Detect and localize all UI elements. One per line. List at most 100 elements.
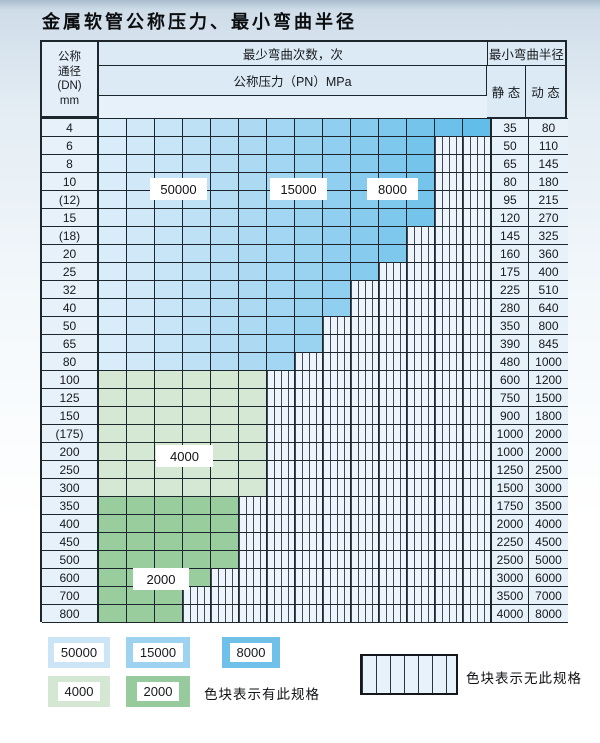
dn-cell: 10	[42, 173, 99, 191]
spec-cell	[155, 137, 183, 155]
spec-cell	[211, 227, 239, 245]
static-value-cell: 280	[490, 299, 529, 317]
no-spec-cell	[463, 281, 491, 299]
spec-cell	[127, 407, 155, 425]
spec-cell	[127, 461, 155, 479]
spec-cell	[239, 299, 267, 317]
no-spec-cell	[295, 515, 323, 533]
spec-cell	[155, 605, 183, 623]
spec-cell	[323, 137, 351, 155]
spec-cell	[127, 137, 155, 155]
no-spec-cell	[379, 281, 407, 299]
no-spec-cell	[323, 515, 351, 533]
spec-cell	[99, 587, 127, 605]
spec-cell	[239, 155, 267, 173]
spec-cell	[155, 407, 183, 425]
no-spec-cell	[435, 461, 463, 479]
no-spec-cell	[463, 353, 491, 371]
no-spec-cell	[407, 407, 435, 425]
dn-cell: 15	[42, 209, 99, 227]
table-row-dn-25: 25 175 400	[42, 263, 568, 281]
spec-cell	[99, 335, 127, 353]
static-header: 静 态	[487, 66, 526, 118]
spec-cell	[211, 317, 239, 335]
no-spec-cell	[323, 425, 351, 443]
zone-label-4000: 4000	[156, 445, 213, 467]
no-spec-cell	[379, 389, 407, 407]
spec-cell	[99, 353, 127, 371]
spec-cell	[239, 389, 267, 407]
no-spec-cell	[407, 605, 435, 623]
no-spec-cell	[267, 389, 295, 407]
spec-cell	[211, 461, 239, 479]
no-spec-cell	[435, 407, 463, 425]
spec-cell	[183, 209, 211, 227]
dynamic-value-cell: 80	[529, 119, 568, 137]
dynamic-value-cell: 270	[529, 209, 568, 227]
dynamic-value-cell: 325	[529, 227, 568, 245]
no-spec-cell	[435, 371, 463, 389]
spec-cell	[183, 137, 211, 155]
no-spec-cell	[295, 425, 323, 443]
dynamic-value-cell: 5000	[529, 551, 568, 569]
spec-cell	[211, 353, 239, 371]
static-value-cell: 225	[490, 281, 529, 299]
spec-cell	[239, 191, 267, 209]
corner-header-dn: 公称 通径 (DN) mm	[42, 42, 99, 118]
spec-cell	[407, 137, 435, 155]
dynamic-value-cell: 1500	[529, 389, 568, 407]
no-spec-cell	[463, 173, 491, 191]
spec-cell	[155, 245, 183, 263]
spec-cell	[127, 317, 155, 335]
dynamic-value-cell: 215	[529, 191, 568, 209]
corner-header-line: 公称	[58, 51, 81, 63]
spec-cell	[183, 407, 211, 425]
no-spec-cell	[323, 497, 351, 515]
spec-cell	[99, 515, 127, 533]
spec-cell	[211, 335, 239, 353]
no-spec-cell	[463, 479, 491, 497]
spec-cell	[99, 245, 127, 263]
no-spec-cell	[295, 605, 323, 623]
spec-cell	[351, 209, 379, 227]
spec-cell	[127, 299, 155, 317]
spec-cell	[211, 479, 239, 497]
no-spec-cell	[239, 497, 267, 515]
static-value-cell: 120	[490, 209, 529, 227]
no-spec-cell	[351, 533, 379, 551]
spec-cell	[211, 209, 239, 227]
spec-cell	[155, 299, 183, 317]
no-spec-cell	[463, 155, 491, 173]
zone-label-8000: 8000	[367, 178, 418, 200]
spec-cell	[155, 317, 183, 335]
static-value-cell: 4000	[490, 605, 529, 623]
spec-cell	[99, 227, 127, 245]
no-spec-cell	[351, 605, 379, 623]
table-row-dn-100: 100 600 1200	[42, 371, 568, 389]
spec-cell	[183, 245, 211, 263]
spec-cell	[155, 425, 183, 443]
spec-cell	[267, 353, 295, 371]
dn-cell: (175)	[42, 425, 99, 443]
no-spec-cell	[407, 335, 435, 353]
no-spec-cell	[239, 569, 267, 587]
dynamic-value-cell: 3000	[529, 479, 568, 497]
spec-cell	[211, 407, 239, 425]
no-spec-cell	[323, 479, 351, 497]
spec-cell	[155, 335, 183, 353]
spec-cell	[183, 533, 211, 551]
no-spec-cell	[323, 317, 351, 335]
no-spec-cell	[463, 191, 491, 209]
no-spec-cell	[463, 551, 491, 569]
no-spec-cell	[407, 425, 435, 443]
no-spec-cell	[323, 443, 351, 461]
spec-cell	[379, 119, 407, 137]
no-spec-cell	[351, 587, 379, 605]
no-spec-cell	[463, 299, 491, 317]
spec-cell	[267, 137, 295, 155]
no-spec-cell	[463, 569, 491, 587]
no-spec-cell	[351, 425, 379, 443]
legend-swatch-label: 50000	[53, 643, 105, 662]
dn-cell: (12)	[42, 191, 99, 209]
no-spec-cell	[351, 443, 379, 461]
